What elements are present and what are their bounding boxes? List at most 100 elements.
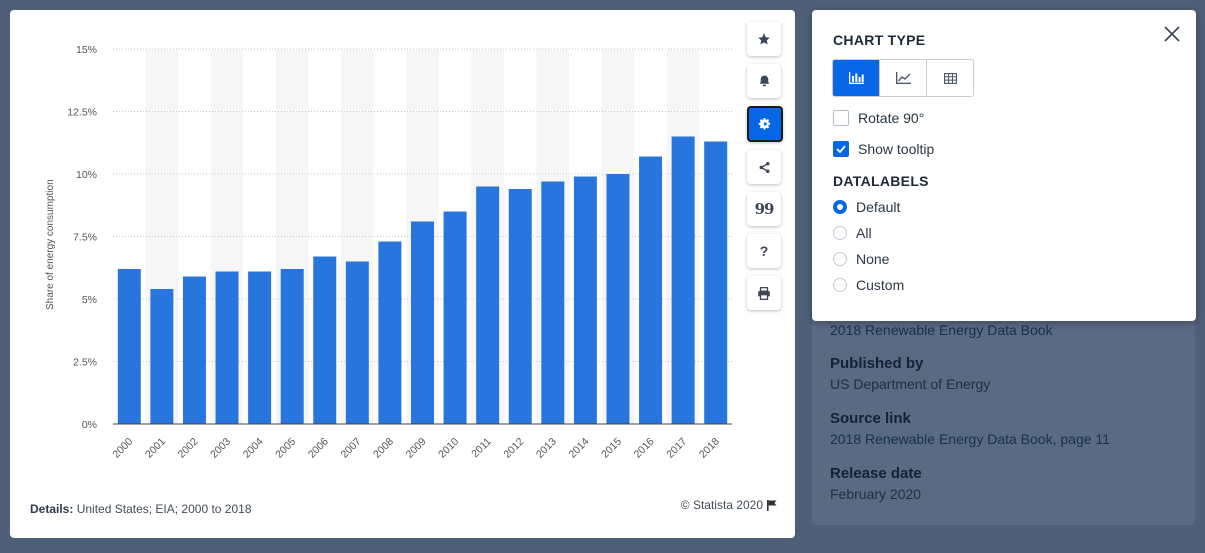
table-icon xyxy=(943,72,957,84)
help-button[interactable]: ? xyxy=(747,234,781,268)
chart-type-table-button[interactable] xyxy=(927,60,973,96)
x-tick-label: 2007 xyxy=(338,436,363,461)
print-button[interactable] xyxy=(747,276,781,310)
x-tick-label: 2015 xyxy=(599,436,624,461)
x-tick-label: 2000 xyxy=(110,436,135,461)
bar-2001[interactable] xyxy=(150,289,174,424)
x-tick-label: 2011 xyxy=(469,436,494,461)
copyright: © Statista 2020 xyxy=(681,498,777,512)
datalabel-option-all[interactable]: All xyxy=(833,225,872,241)
bar-2002[interactable] xyxy=(182,276,206,425)
help-icon: ? xyxy=(759,243,769,259)
source-link-block: Source link 2018 Renewable Energy Data B… xyxy=(830,410,1110,447)
bar-2000[interactable] xyxy=(117,269,141,424)
chart-settings-popup: CHART TYPE Rotate 90° xyxy=(812,10,1196,321)
line-chart-icon xyxy=(895,72,911,84)
bar-2017[interactable] xyxy=(671,136,695,425)
bar-2015[interactable] xyxy=(606,174,630,424)
y-tick-label: 15% xyxy=(76,44,97,56)
close-button[interactable] xyxy=(1164,26,1182,44)
source-link-label: Source link xyxy=(830,410,911,427)
datalabel-label-default: Default xyxy=(856,199,901,215)
star-icon xyxy=(758,33,770,45)
release-value: February 2020 xyxy=(830,486,922,502)
y-axis-label: Share of energy consumption xyxy=(45,179,56,310)
bar-2009[interactable] xyxy=(411,221,434,425)
datalabel-radio-custom[interactable] xyxy=(833,278,847,292)
bar-2010[interactable] xyxy=(443,211,467,425)
check-icon xyxy=(836,145,846,153)
rotate-checkbox[interactable] xyxy=(833,110,849,126)
release-label: Release date xyxy=(830,465,922,482)
bar-2014[interactable] xyxy=(573,176,597,425)
x-tick-label: 2014 xyxy=(567,436,592,461)
bar-2005[interactable] xyxy=(280,269,304,424)
bar-2011[interactable] xyxy=(476,186,500,425)
x-tick-label: 2001 xyxy=(143,436,168,461)
flag-icon[interactable] xyxy=(767,499,777,511)
bar-chart: 0% 2.5% 5% 7.5% 10% 12.5% 15% 2000 2001 2002 2003 2… xyxy=(67,44,732,461)
datalabel-label-custom: Custom xyxy=(856,277,905,293)
chart-card: 0% 2.5% 5% 7.5% 10% 12.5% 15% 2000 2001 2002 2003 2… xyxy=(10,10,795,538)
bar-2018[interactable] xyxy=(704,141,728,425)
details-label: Details: xyxy=(30,502,74,516)
x-tick-label: 2018 xyxy=(697,436,722,461)
y-tick-label: 12.5% xyxy=(67,107,97,119)
share-button[interactable] xyxy=(747,150,781,184)
settings-button[interactable] xyxy=(747,106,783,142)
y-tick-label: 5% xyxy=(82,294,97,306)
share-icon xyxy=(759,161,769,173)
chart-type-line-button[interactable] xyxy=(880,60,927,96)
rotate-option[interactable]: Rotate 90° xyxy=(833,110,924,126)
datalabel-radio-all[interactable] xyxy=(833,226,847,240)
x-tick-label: 2010 xyxy=(436,436,461,461)
bar-2003[interactable] xyxy=(215,271,239,425)
x-tick-label: 2012 xyxy=(501,436,526,461)
chart-type-selector xyxy=(832,59,974,97)
datalabel-option-none[interactable]: None xyxy=(833,251,889,267)
source-link[interactable]: 2018 Renewable Energy Data Book, page 11 xyxy=(830,431,1110,447)
print-icon xyxy=(758,286,770,300)
bar-2013[interactable] xyxy=(541,181,565,425)
notification-button[interactable] xyxy=(747,64,781,98)
release-block: Release date February 2020 xyxy=(830,465,922,502)
bar-2016[interactable] xyxy=(639,156,663,425)
details: Details: United States; EIA; 2000 to 201… xyxy=(30,502,252,516)
bar-chart-icon xyxy=(848,72,864,84)
x-tick-label: 2008 xyxy=(371,436,396,461)
favorite-button[interactable] xyxy=(747,22,781,56)
datalabel-radio-default[interactable] xyxy=(833,200,847,214)
rotate-label: Rotate 90° xyxy=(858,110,925,126)
published-value: US Department of Energy xyxy=(830,376,991,392)
tooltip-option[interactable]: Show tooltip xyxy=(833,141,934,157)
chart-type-title: CHART TYPE xyxy=(833,32,926,48)
x-tick-label: 2009 xyxy=(404,436,429,461)
published-label: Published by xyxy=(830,355,924,372)
cite-button[interactable]: 99 xyxy=(747,192,781,226)
x-tick-label: 2017 xyxy=(664,436,689,461)
y-tick-label: 0% xyxy=(82,419,97,431)
bar-2012[interactable] xyxy=(508,189,532,424)
chart-type-bar-button[interactable] xyxy=(833,60,880,96)
bar-2004[interactable] xyxy=(248,271,272,425)
y-tick-label: 10% xyxy=(76,169,97,181)
y-tick-label: 2.5% xyxy=(73,357,97,369)
source-title-block: 2018 Renewable Energy Data Book xyxy=(830,322,1053,338)
datalabels-title: DATALABELS xyxy=(833,173,929,189)
x-tick-label: 2016 xyxy=(632,436,657,461)
datalabel-option-custom[interactable]: Custom xyxy=(833,277,904,293)
close-icon xyxy=(1164,26,1180,42)
x-tick-label: 2004 xyxy=(241,436,266,461)
copyright-text[interactable]: © Statista 2020 xyxy=(680,498,763,512)
x-tick-label: 2013 xyxy=(534,436,559,461)
tooltip-checkbox[interactable] xyxy=(833,141,849,157)
bar-2006[interactable] xyxy=(313,256,337,425)
bar-2007[interactable] xyxy=(345,261,369,425)
datalabel-radio-none[interactable] xyxy=(833,252,847,266)
tooltip-label: Show tooltip xyxy=(858,141,935,157)
datalabel-label-all: All xyxy=(856,225,872,241)
bar-2008[interactable] xyxy=(378,241,402,425)
x-tick-label: 2005 xyxy=(273,436,298,461)
datalabel-option-default[interactable]: Default xyxy=(833,199,900,215)
source-title[interactable]: 2018 Renewable Energy Data Book xyxy=(830,322,1053,338)
